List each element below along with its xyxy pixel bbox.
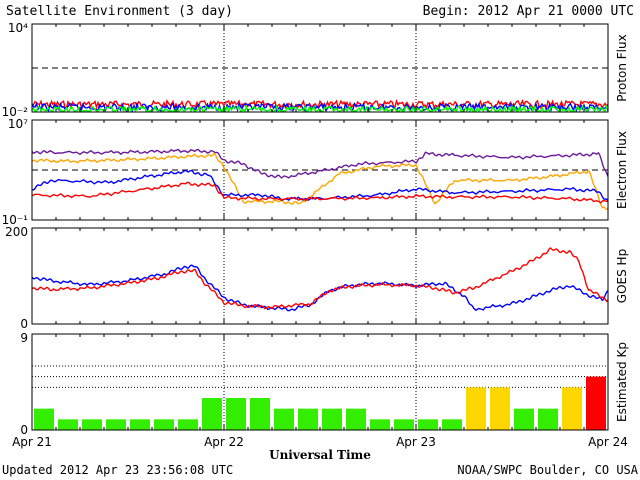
panel-frame [31, 227, 609, 325]
kp-bar [514, 408, 534, 430]
panel-frame [31, 23, 609, 113]
kp-bar [418, 419, 438, 430]
panel-3: 9 0 Estimated Kp [20, 331, 629, 437]
series-line-orange [31, 152, 609, 211]
y-axis-label: Estimated Kp [615, 342, 629, 422]
y-tick-label: 9 [20, 331, 28, 345]
chart-title: Satellite Environment (3 day) [6, 4, 233, 19]
y-axis-label: Electron Flux [615, 131, 629, 209]
x-tick-label: Apr 21 [12, 435, 52, 449]
kp-bar [154, 419, 174, 430]
kp-bar [442, 419, 462, 430]
kp-bar [490, 387, 510, 430]
kp-bar [274, 408, 294, 430]
panel-1: 10⁷ 10⁻¹ Electron Flux [2, 117, 629, 227]
panel-2: 200 0 GOES Hp [5, 225, 629, 331]
x-axis: Apr 21 Apr 22 Apr 23 Apr 24 Universal Ti… [12, 435, 628, 462]
kp-bar [562, 387, 582, 430]
y-tick-label: 10⁻¹ [2, 213, 29, 227]
kp-bar [226, 398, 246, 430]
x-tick-label: Apr 22 [204, 435, 244, 449]
y-tick-label: 10⁷ [8, 117, 28, 131]
y-axis-label: GOES Hp [615, 249, 629, 303]
kp-bar [298, 408, 318, 430]
kp-bar [58, 419, 78, 430]
kp-bar [34, 408, 54, 430]
series-line-purple [31, 148, 609, 179]
y-tick-label: 0 [20, 423, 28, 437]
series-line-red [31, 247, 609, 310]
panel-0: 10⁴ 10⁻² Proton Flux [2, 21, 629, 119]
updated-time: Updated 2012 Apr 23 23:56:08 UTC [2, 463, 233, 477]
kp-bar [178, 419, 198, 430]
begin-time: Begin: 2012 Apr 21 0000 UTC [423, 4, 634, 19]
kp-bar [250, 398, 270, 430]
source-credit: NOAA/SWPC Boulder, CO USA [457, 463, 638, 477]
kp-bar [130, 419, 150, 430]
kp-bar [370, 419, 390, 430]
y-tick-label: 200 [5, 225, 28, 239]
kp-bar [82, 419, 102, 430]
kp-bar [202, 398, 222, 430]
kp-bar [394, 419, 414, 430]
y-tick-label: 10⁴ [8, 21, 28, 35]
y-tick-label: 0 [20, 317, 28, 331]
y-tick-label: 10⁻² [2, 105, 29, 119]
kp-bar [466, 387, 486, 430]
kp-bar [322, 408, 342, 430]
x-tick-label: Apr 23 [396, 435, 436, 449]
x-axis-label: Universal Time [269, 448, 371, 462]
panels: 10⁴ 10⁻² Proton Flux 10⁷ 10⁻¹ Electron Flux 20… [2, 21, 629, 437]
series-line-blue [31, 264, 609, 312]
kp-bar [586, 376, 606, 430]
series-line-blue [31, 169, 609, 202]
series-line-red [31, 181, 609, 204]
x-tick-label: Apr 24 [588, 435, 628, 449]
kp-bar [346, 408, 366, 430]
y-axis-label: Proton Flux [615, 34, 629, 101]
kp-bar [538, 408, 558, 430]
kp-bar [106, 419, 126, 430]
